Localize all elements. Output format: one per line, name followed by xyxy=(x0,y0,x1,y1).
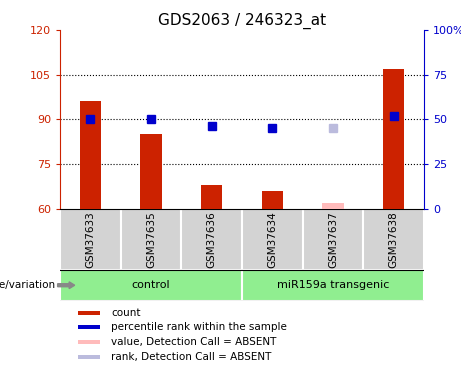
Title: GDS2063 / 246323_at: GDS2063 / 246323_at xyxy=(158,12,326,28)
Text: percentile rank within the sample: percentile rank within the sample xyxy=(111,322,287,332)
Bar xyxy=(78,326,100,329)
Text: GSM37638: GSM37638 xyxy=(389,211,399,268)
Bar xyxy=(363,209,424,270)
Bar xyxy=(262,190,283,208)
Bar xyxy=(140,134,162,209)
Text: GSM37637: GSM37637 xyxy=(328,211,338,268)
Text: GSM37633: GSM37633 xyxy=(85,211,95,268)
Bar xyxy=(303,209,363,270)
Text: genotype/variation: genotype/variation xyxy=(0,280,55,290)
Bar xyxy=(78,355,100,359)
Bar xyxy=(78,340,100,344)
Text: GSM37636: GSM37636 xyxy=(207,211,217,268)
Bar xyxy=(121,209,181,270)
Text: miR159a transgenic: miR159a transgenic xyxy=(277,280,389,290)
Text: control: control xyxy=(132,280,170,290)
Bar xyxy=(80,101,101,208)
Text: rank, Detection Call = ABSENT: rank, Detection Call = ABSENT xyxy=(111,352,271,362)
Bar xyxy=(60,209,121,270)
Bar xyxy=(242,270,424,300)
Text: GSM37635: GSM37635 xyxy=(146,211,156,268)
Bar xyxy=(383,69,404,209)
Bar xyxy=(201,185,222,209)
Text: count: count xyxy=(111,308,141,318)
Bar xyxy=(78,310,100,315)
Bar xyxy=(322,202,344,208)
Bar xyxy=(181,209,242,270)
Text: GSM37634: GSM37634 xyxy=(267,211,278,268)
Bar xyxy=(60,270,242,300)
Bar xyxy=(242,209,303,270)
Text: value, Detection Call = ABSENT: value, Detection Call = ABSENT xyxy=(111,337,276,347)
